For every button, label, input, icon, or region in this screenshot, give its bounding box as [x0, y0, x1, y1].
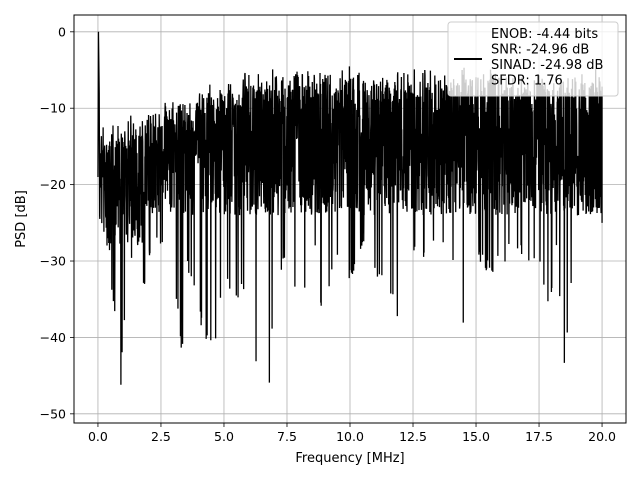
y-tick-label: −20: [40, 177, 66, 192]
x-tick-label: 20.0: [588, 429, 616, 444]
x-tick-label: 10.0: [336, 429, 364, 444]
x-tick-label: 2.5: [151, 429, 171, 444]
x-axis-label: Frequency [MHz]: [295, 451, 404, 466]
legend-line-text: ENOB: -4.44 bits: [491, 27, 598, 42]
y-axis-label: PSD [dB]: [14, 190, 29, 248]
y-tick-label: −30: [40, 254, 66, 269]
legend-line-text: SFDR: 1.76: [491, 74, 563, 89]
x-tick-label: 17.5: [525, 429, 553, 444]
x-tick-label: 12.5: [399, 429, 427, 444]
plot-area: [97, 31, 603, 385]
y-tick-label: 0: [58, 24, 66, 39]
legend-box: [447, 21, 619, 97]
legend: ENOB: -4.44 bits SNR: -24.96 dB SINAD: -24…: [447, 21, 619, 97]
x-tick-label: 15.0: [462, 429, 490, 444]
legend-line-text: SNR: -24.96 dB: [491, 43, 589, 58]
y-tick-label: −10: [40, 101, 66, 116]
legend-line-text: SINAD: -24.98 dB: [491, 58, 603, 73]
x-tick-label: 0.0: [88, 429, 108, 444]
x-tick-label: 5.0: [214, 429, 234, 444]
legend-entry-label: ENOB: -4.44 bits SNR: -24.96 dB SINAD: -24…: [491, 27, 603, 89]
y-axis-ticks: 0 −10 −20 −30 −40 −50: [40, 24, 74, 421]
y-tick-label: −50: [40, 406, 66, 421]
x-tick-label: 7.5: [277, 429, 297, 444]
psd-series-line: [97, 31, 603, 385]
x-axis-ticks: 0.0 2.5 5.0 7.5 10.0 12.5 15.0 17.5 20.0: [88, 423, 616, 444]
y-tick-label: −40: [40, 330, 66, 345]
